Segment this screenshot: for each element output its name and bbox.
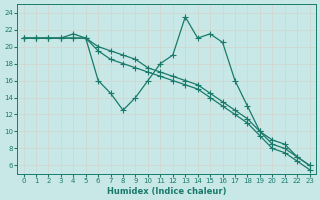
- X-axis label: Humidex (Indice chaleur): Humidex (Indice chaleur): [107, 187, 226, 196]
